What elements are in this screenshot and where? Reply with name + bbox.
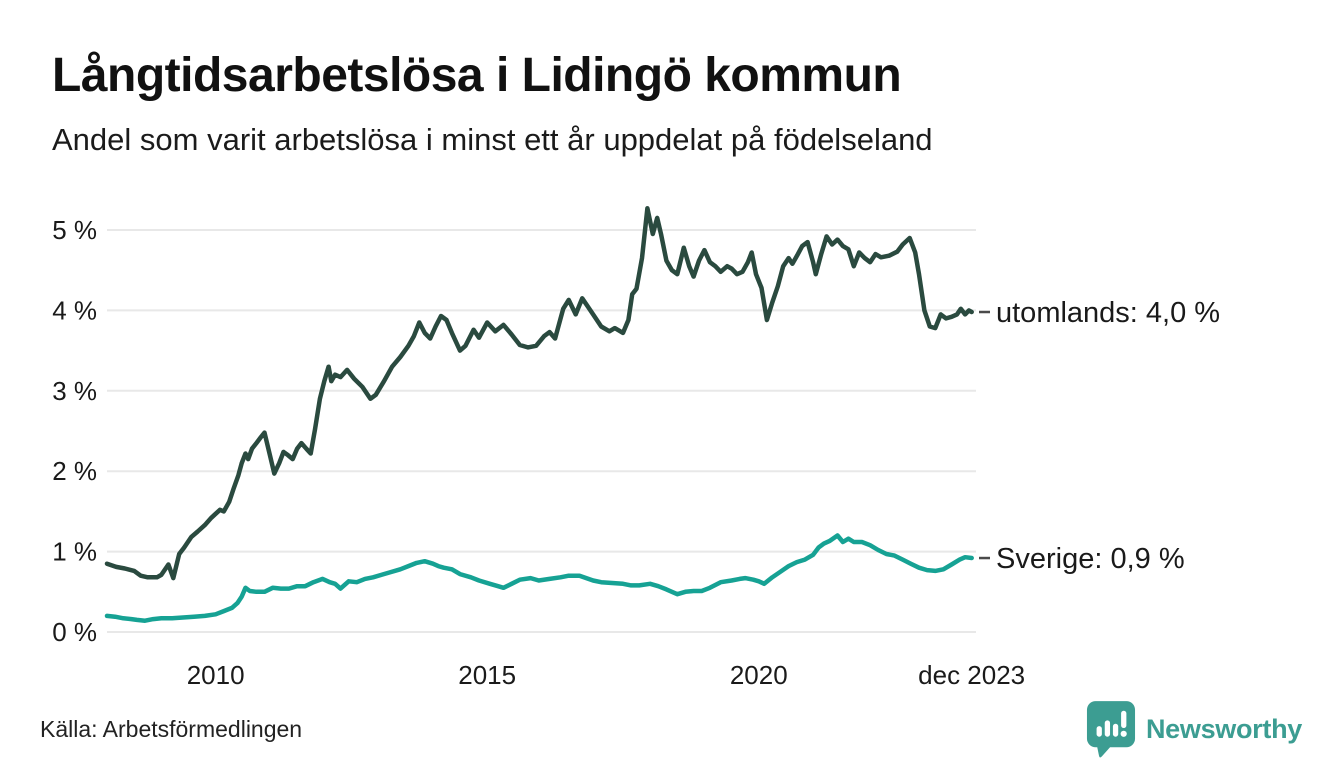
x-axis-tick-label: dec 2023 [918,660,1025,690]
x-axis-tick-label: 2020 [730,660,788,690]
x-axis-tick-label: 2015 [458,660,516,690]
legend-label-Sverige: Sverige: 0,9 % [996,543,1185,575]
page-title: Långtidsarbetslösa i Lidingö kommun [52,49,902,102]
series-line-utomlands [104,206,974,581]
series-line-Sverige [104,533,974,623]
y-axis-tick-label: 4 % [52,295,97,325]
source-note: Källa: Arbetsförmedlingen [40,716,303,742]
brand-name: Newsworthy [1145,713,1302,744]
y-axis-tick-label: 0 % [52,617,97,647]
y-axis-tick-label: 3 % [52,376,97,406]
legend-label-utomlands: utomlands: 4,0 % [996,297,1220,329]
y-axis-tick-label: 2 % [52,456,97,486]
x-axis-tick-label: 2010 [187,660,245,690]
page-subtitle: Andel som varit arbetslösa i minst ett å… [52,122,933,157]
brand-logo: Newsworthy [1086,700,1302,758]
y-axis-tick-label: 1 % [52,537,97,567]
y-axis-tick-label: 5 % [52,215,97,245]
line-chart: 0 % 1 % 2 % 3 % 4 % 5 % 2010 2015 2020 dec 2023 ut… [52,206,1220,690]
newsworthy-badge-icon [1086,701,1135,758]
